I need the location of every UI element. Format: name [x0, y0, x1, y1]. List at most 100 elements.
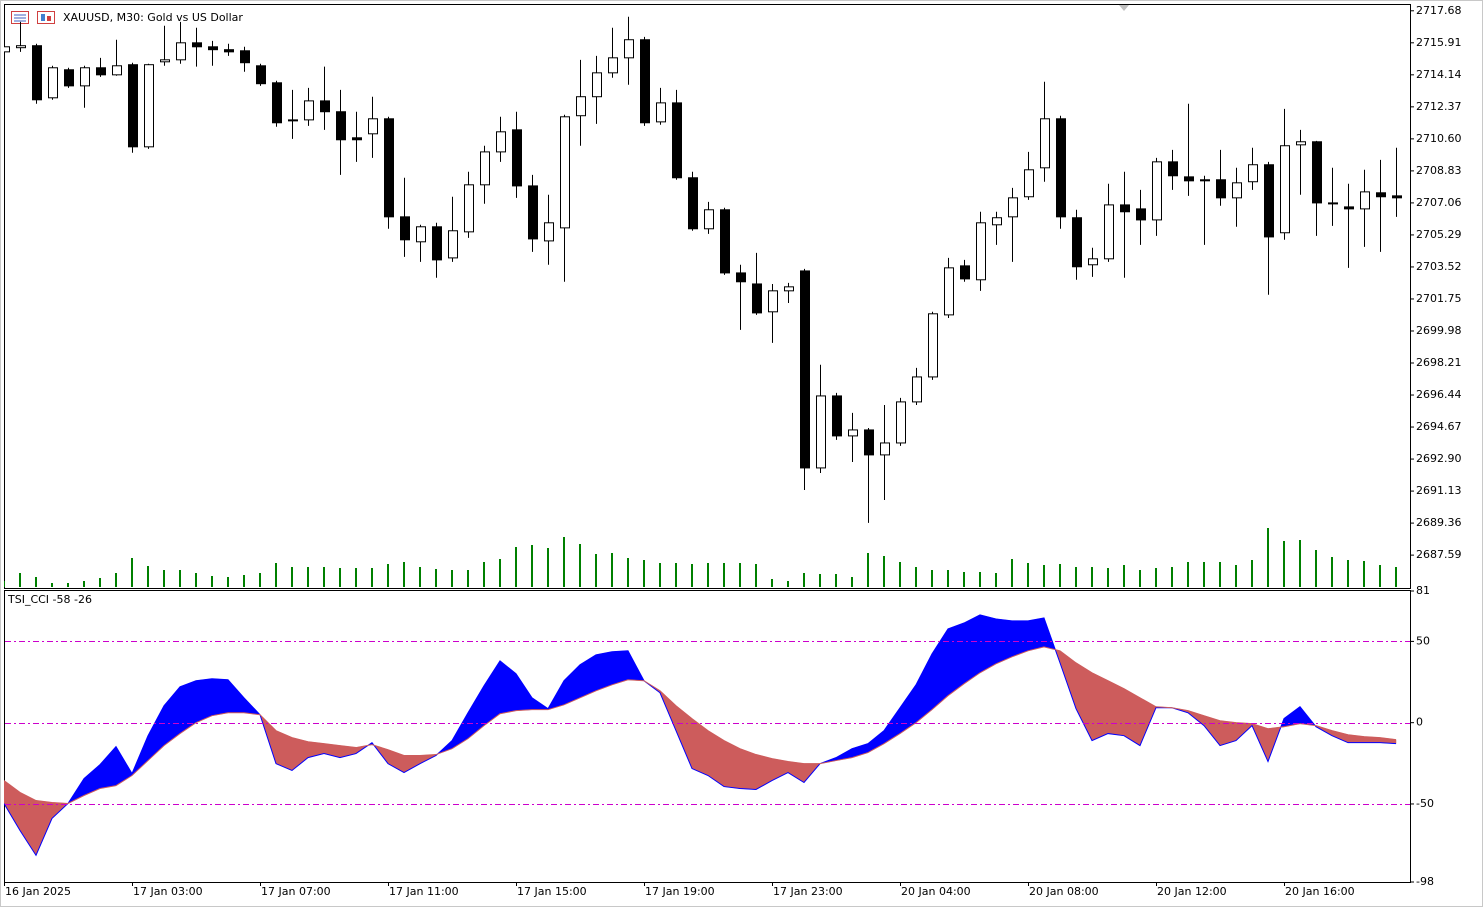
candle-body	[784, 286, 794, 292]
y-tick-label: 2701.75	[1416, 292, 1462, 305]
volume-bar	[1283, 541, 1285, 587]
volume-bar	[275, 563, 277, 587]
candle-body	[1312, 141, 1322, 204]
y-tick-label: 2691.13	[1416, 484, 1462, 497]
volume-bar	[515, 547, 517, 587]
x-tick-label: 16 Jan 2025	[5, 885, 71, 898]
candle-body	[416, 226, 426, 243]
volume-bar	[1171, 567, 1173, 587]
y-tick-label: 2692.90	[1416, 452, 1462, 465]
volume-bar	[707, 563, 709, 587]
candle-body	[1008, 197, 1018, 218]
candle-body	[544, 222, 554, 242]
candle-body	[96, 67, 106, 76]
volume-bar	[931, 570, 933, 587]
candle-body	[704, 209, 714, 230]
volume-bar	[867, 553, 869, 587]
candle-body	[224, 49, 234, 53]
x-tick-label: 20 Jan 04:00	[901, 885, 971, 898]
volume-bar	[1091, 567, 1093, 587]
y-tick-label: 50	[1416, 634, 1430, 647]
volume-bar	[803, 573, 805, 587]
volume-bar	[899, 562, 901, 587]
candle-body	[432, 226, 442, 261]
x-tick-label: 17 Jan 03:00	[133, 885, 203, 898]
candle-body	[1264, 164, 1274, 238]
candle-body	[464, 184, 474, 233]
volume-bar	[1395, 567, 1397, 587]
candle-body	[816, 395, 826, 469]
x-tick-label: 17 Jan 23:00	[773, 885, 843, 898]
volume-bar	[1347, 560, 1349, 587]
x-tick-label: 17 Jan 19:00	[645, 885, 715, 898]
difference-fill	[611, 650, 629, 686]
candle-body	[160, 59, 170, 63]
y-tick-label: 2717.68	[1416, 4, 1462, 17]
y-tick-label: 2687.59	[1416, 548, 1462, 561]
volume-bar	[419, 567, 421, 587]
y-tick-label: 2712.37	[1416, 100, 1462, 113]
volume-bar	[1363, 561, 1365, 587]
y-tick-label: 2708.83	[1416, 164, 1462, 177]
volume-bar	[643, 560, 645, 587]
volume-bar	[83, 581, 85, 587]
candle-body	[1184, 176, 1194, 182]
y-tick-label: 2705.29	[1416, 228, 1462, 241]
volume-bar	[723, 563, 725, 587]
candle-body	[880, 442, 890, 456]
volume-bar	[483, 562, 485, 587]
difference-fill	[739, 748, 757, 790]
volume-bar	[787, 581, 789, 587]
volume-bar	[1011, 559, 1013, 587]
candle-body	[560, 116, 570, 229]
volume-bar	[179, 570, 181, 587]
indicator-line	[4, 646, 1397, 804]
candle-body	[480, 151, 490, 186]
candle-body	[800, 270, 810, 469]
volume-bar	[211, 576, 213, 587]
candle-body	[448, 230, 458, 259]
x-tick-label: 20 Jan 12:00	[1157, 885, 1227, 898]
candle-body	[720, 209, 730, 274]
volume-bar	[163, 570, 165, 587]
chart-icon	[37, 11, 55, 24]
volume-bar	[611, 553, 613, 587]
volume-bar	[1203, 562, 1205, 587]
candle-body	[832, 395, 842, 437]
candle-body	[112, 65, 122, 76]
y-tick-label: 2703.52	[1416, 260, 1462, 273]
candle-body	[1280, 145, 1290, 234]
candle-body	[1136, 208, 1146, 221]
volume-bar	[99, 578, 101, 587]
volume-bar	[115, 573, 117, 587]
candle-body	[512, 129, 522, 187]
volume-bar	[451, 570, 453, 587]
candle-body	[944, 267, 954, 316]
candle-body	[1200, 179, 1210, 182]
candle-body	[128, 64, 138, 148]
candle-body	[896, 401, 906, 444]
volume-bar	[995, 573, 997, 587]
candle-body	[640, 39, 650, 124]
candle-body	[384, 118, 394, 218]
difference-fill	[979, 614, 997, 674]
candle-body	[688, 177, 698, 230]
volume-bar	[627, 558, 629, 587]
candle-body	[272, 82, 282, 124]
volume-bar	[1187, 562, 1189, 587]
volume-bar	[963, 572, 965, 587]
y-tick-label: 2714.14	[1416, 68, 1462, 81]
candle-body	[928, 313, 938, 378]
difference-fill	[1091, 672, 1109, 741]
candle-body	[528, 185, 538, 240]
volume-bar	[755, 564, 757, 587]
volume-bar	[1123, 565, 1125, 587]
candle-body	[864, 429, 874, 456]
y-tick-label: 2715.91	[1416, 36, 1462, 49]
volume-bar	[259, 573, 261, 587]
candle-body	[208, 46, 218, 51]
candle-body	[1120, 204, 1130, 213]
volume-bar	[51, 583, 53, 587]
candle-body	[768, 290, 778, 313]
